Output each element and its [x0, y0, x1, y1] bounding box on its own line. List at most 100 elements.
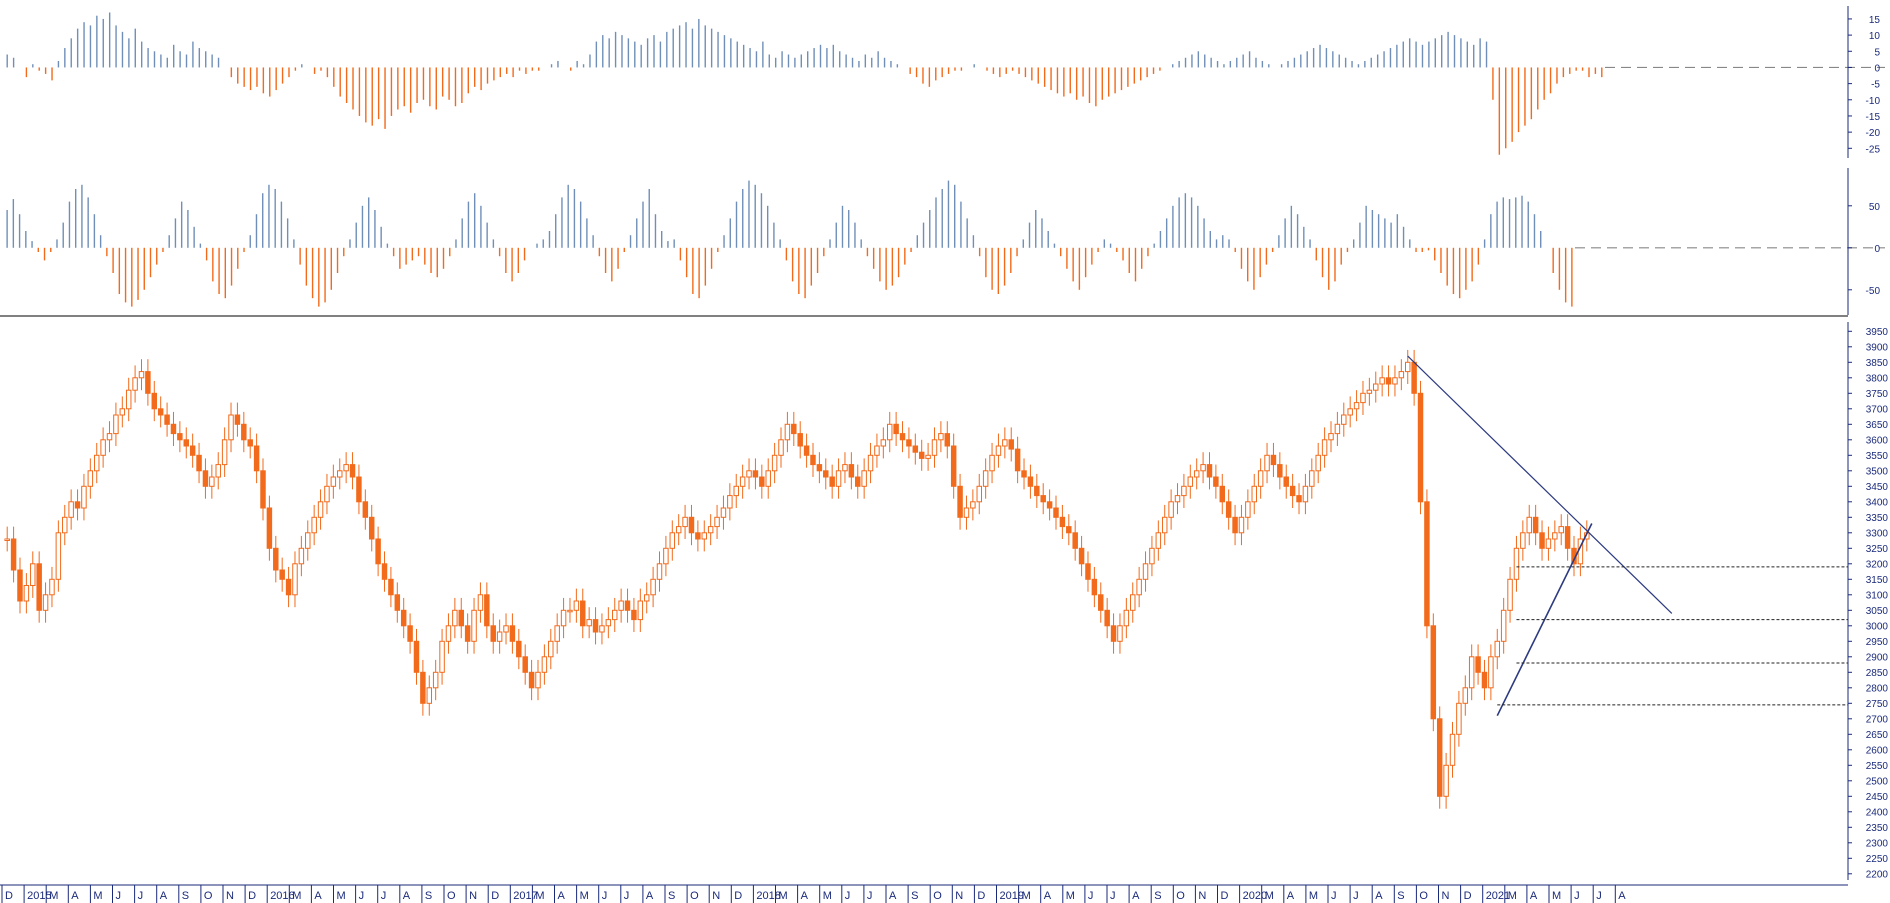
candle-body [1379, 377, 1385, 385]
candle-body [554, 625, 560, 642]
candle-body [1392, 377, 1398, 385]
x-tick-label: D [491, 890, 499, 902]
candle-body [36, 563, 42, 611]
candle-body [1411, 361, 1417, 394]
candle-body [394, 594, 401, 611]
x-tick-label: M [1022, 890, 1031, 902]
candle-body [599, 625, 605, 633]
candle-body [1098, 594, 1104, 611]
candle-body [1066, 526, 1072, 534]
candle-body [266, 507, 273, 549]
x-tick-label: N [226, 890, 234, 902]
x-tick-label: J [1088, 890, 1094, 902]
x-tick-label: M [823, 890, 832, 902]
candle-body [445, 625, 452, 642]
candle-body [202, 470, 209, 487]
x-tick-label: S [668, 890, 675, 902]
candle-body [215, 464, 221, 478]
candle-body [496, 631, 503, 642]
x-tick-label: J [138, 890, 144, 902]
candle-body [567, 609, 573, 613]
candle-body [995, 445, 1002, 456]
candle-body [1417, 392, 1424, 503]
x-tick-label: A [71, 890, 79, 902]
candle-body [912, 445, 919, 453]
candle-body [439, 640, 445, 673]
price-tick-label: 2850 [1866, 668, 1889, 679]
mid-osc-tick-label: 0 [1874, 244, 1880, 255]
candle-body [413, 640, 420, 673]
candle-body [573, 600, 580, 611]
candle-body [605, 619, 612, 627]
candle-body [1532, 516, 1539, 534]
x-tick-label: J [602, 890, 608, 902]
candle-body [170, 423, 177, 435]
candle-body [17, 569, 23, 602]
x-tick-label: S [182, 890, 189, 902]
candle-body [458, 609, 464, 627]
candle-body [592, 619, 599, 633]
x-tick-label: J [845, 890, 851, 902]
candle-body [1072, 532, 1078, 549]
price-tick-label: 2250 [1866, 854, 1889, 865]
candle-body [727, 495, 733, 509]
candle-body [1302, 485, 1309, 503]
candle-body [317, 501, 324, 518]
candle-body [1353, 402, 1360, 410]
x-tick-label: 2018 [756, 890, 780, 902]
candle-body [624, 600, 631, 611]
candle-body [1462, 687, 1469, 704]
candle-body [62, 516, 68, 534]
candle-body [1398, 371, 1405, 379]
candle-body [1449, 733, 1456, 766]
price-tick-label: 3300 [1866, 528, 1889, 539]
candle-body [1130, 594, 1136, 611]
candle-body [803, 445, 810, 456]
candle-body [810, 454, 816, 466]
candle-body [1468, 656, 1475, 689]
x-tick-label: D [734, 890, 742, 902]
candle-body [100, 439, 106, 456]
top-osc-tick-label: -15 [1866, 112, 1881, 123]
candle-body [643, 594, 650, 602]
x-tick-label: 2015 [27, 890, 51, 902]
candle-body [1347, 408, 1353, 416]
candle-body [292, 563, 298, 596]
price-tick-label: 3700 [1866, 404, 1889, 415]
candle-body [1296, 495, 1302, 503]
candle-body [183, 439, 190, 447]
price-tick-label: 2650 [1866, 730, 1889, 741]
candle-body [432, 671, 439, 689]
candle-body [989, 454, 995, 472]
candle-body [356, 476, 362, 503]
candle-body [1014, 448, 1021, 472]
candle-body [10, 538, 17, 571]
candle-body [477, 594, 484, 611]
candle-body [1475, 656, 1481, 673]
candle-body [145, 371, 151, 394]
price-tick-label: 3600 [1866, 435, 1889, 446]
candle-body [324, 485, 330, 503]
candle-body [189, 445, 196, 456]
x-tick-label: J [867, 890, 873, 902]
candle-body [938, 433, 944, 441]
candle-body [1564, 526, 1571, 549]
price-tick-label: 3650 [1866, 420, 1889, 431]
candle-body [490, 625, 496, 642]
candle-body [375, 538, 381, 565]
candle-body [848, 464, 855, 478]
price-panel: 2200 2250 2300 2350 2400 2450 2500 2550 2600 2650… [4, 322, 1889, 880]
x-tick-label: D [5, 890, 13, 902]
candle-body [221, 439, 228, 466]
candle-body [1424, 501, 1430, 627]
x-tick-label: D [1221, 890, 1229, 902]
price-tick-label: 3200 [1866, 559, 1889, 570]
price-tick-label: 3350 [1866, 513, 1889, 524]
candle-body [1404, 361, 1411, 373]
x-tick-label: J [359, 890, 365, 902]
candle-body [1136, 578, 1142, 596]
candle-body [1264, 454, 1270, 472]
candle-body [1366, 389, 1373, 394]
x-tick-label: M [1552, 890, 1561, 902]
candle-body [234, 414, 241, 425]
